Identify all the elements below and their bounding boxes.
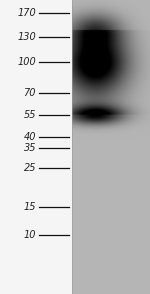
Text: 35: 35 (24, 143, 36, 153)
Text: 55: 55 (24, 110, 36, 120)
Text: 25: 25 (24, 163, 36, 173)
Text: 10: 10 (24, 230, 36, 240)
Text: 100: 100 (17, 57, 36, 67)
Text: 170: 170 (17, 8, 36, 18)
Bar (0, 0, 72, 294)
Text: 15: 15 (24, 202, 36, 212)
Text: 70: 70 (24, 88, 36, 98)
Text: 40: 40 (24, 132, 36, 142)
Text: 130: 130 (17, 32, 36, 42)
